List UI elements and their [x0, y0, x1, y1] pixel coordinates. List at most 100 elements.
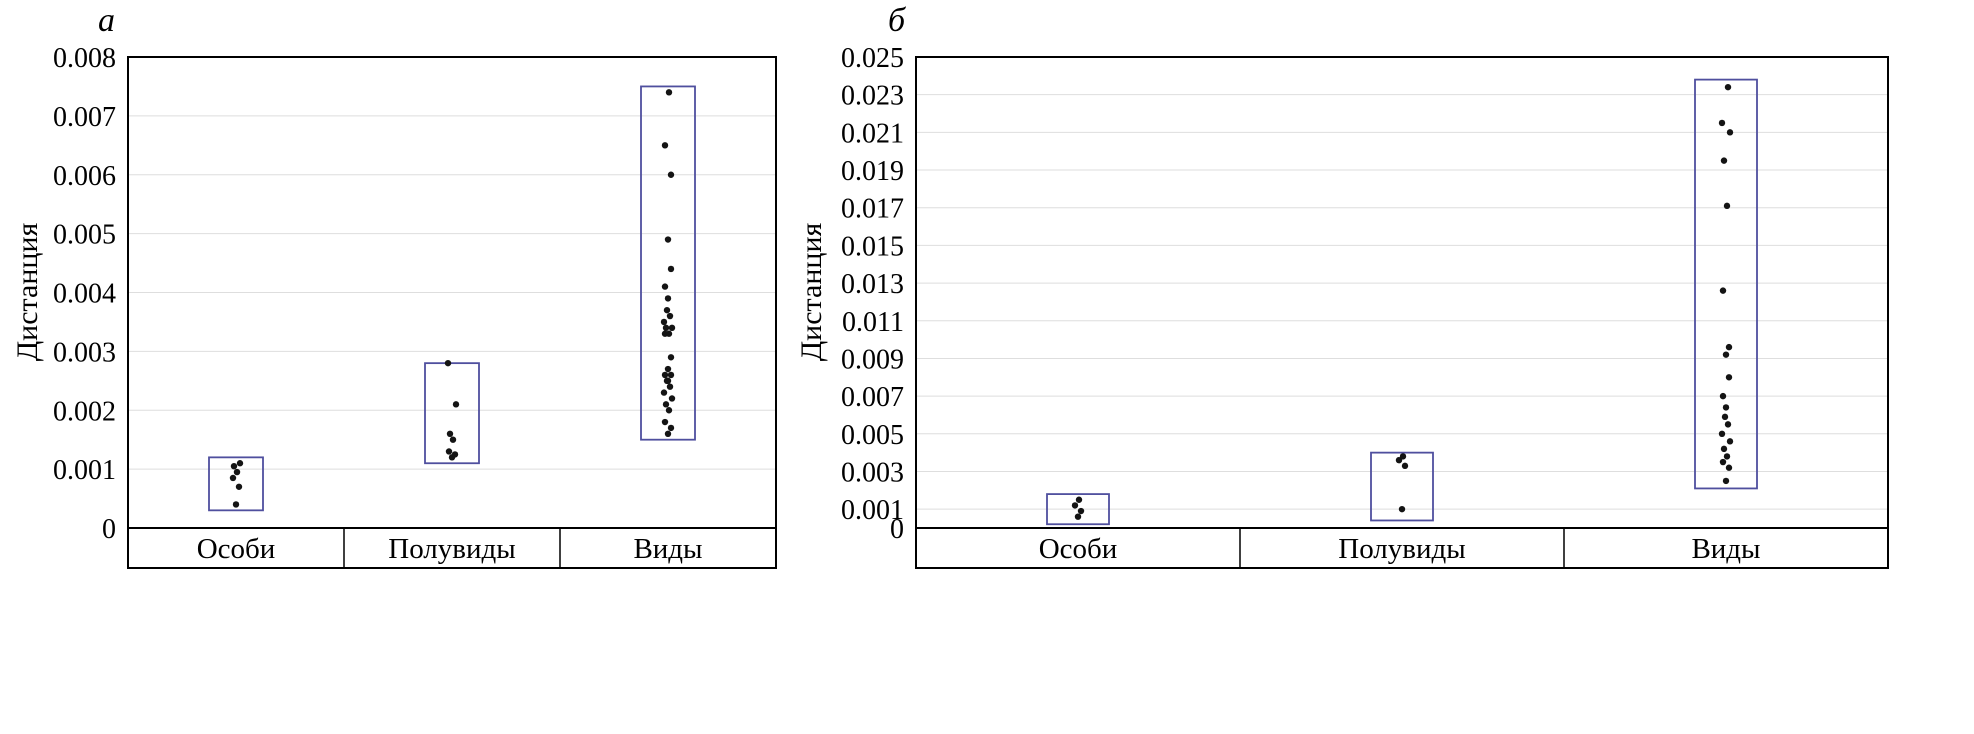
data-point	[660, 389, 668, 396]
data-point	[1725, 343, 1733, 351]
chart-panel-1: 00.001 0.003 0.005 0.007 0.009 0.011 0.013 0.01…	[841, 43, 1889, 569]
category-label: Виды	[633, 533, 702, 565]
y-tick-label: 0.002	[53, 396, 116, 427]
y-tick-label: 0.003	[53, 337, 116, 368]
y-tick-label: 0.011	[842, 307, 904, 338]
data-point	[665, 330, 673, 337]
y-tick-label: 0.007	[53, 102, 116, 133]
data-point	[1071, 502, 1079, 509]
category-row	[915, 527, 1889, 569]
data-point	[1725, 374, 1733, 381]
data-point	[1726, 129, 1734, 136]
data-point	[662, 324, 670, 332]
data-point	[664, 236, 672, 243]
data-point	[1719, 392, 1727, 400]
y-tick-label: 0.009	[841, 344, 904, 375]
y-tick-label: 0.005	[841, 420, 904, 451]
data-point	[668, 324, 676, 332]
data-point	[660, 318, 668, 326]
data-point	[1395, 456, 1403, 464]
data-point	[1718, 119, 1726, 127]
panel-a-y-axis-title: Дистанция	[11, 222, 44, 362]
y-tick-label: 0.013	[841, 269, 904, 300]
data-point	[233, 468, 241, 476]
data-point	[1723, 453, 1731, 460]
y-tick-label: 0.008	[53, 43, 116, 74]
y-tick-label: 0.001	[53, 455, 116, 486]
data-point	[451, 451, 459, 458]
data-point	[444, 359, 452, 367]
data-point	[667, 424, 675, 432]
data-point	[1075, 496, 1083, 503]
data-point	[452, 401, 460, 408]
data-point	[1722, 477, 1730, 485]
chart-panel-0: 0 0.001 0.002 0.003 0.004 0.005 0.006 0.007 0.00…	[53, 43, 777, 569]
data-point	[1723, 202, 1731, 210]
data-point	[667, 265, 675, 273]
data-point	[1726, 438, 1734, 445]
data-point	[661, 418, 669, 426]
data-point	[446, 430, 454, 437]
category-row	[127, 527, 777, 569]
y-tick-label: 0	[890, 514, 904, 545]
data-point	[1725, 464, 1733, 471]
y-tick-label: 0.017	[841, 194, 904, 225]
data-point	[664, 295, 672, 302]
y-tick-label: 0.003	[841, 457, 904, 488]
data-point	[664, 365, 672, 373]
data-point	[661, 142, 669, 149]
range-box	[1370, 451, 1434, 522]
data-point	[1724, 83, 1732, 91]
data-point	[663, 306, 671, 314]
y-tick-label: 0.023	[841, 81, 904, 112]
data-point	[662, 401, 670, 408]
panel-b-y-axis-title: Дистанция	[795, 222, 828, 362]
data-point	[1722, 351, 1730, 358]
data-point	[666, 383, 674, 390]
data-point	[664, 430, 672, 437]
data-point	[230, 462, 238, 470]
data-point	[665, 407, 673, 414]
data-point	[449, 436, 457, 443]
data-point	[235, 483, 243, 490]
y-tick-label: 0	[102, 514, 116, 545]
category-label: Особи	[1039, 533, 1118, 565]
data-point	[1720, 445, 1728, 453]
data-point	[445, 448, 453, 455]
category-label: Виды	[1691, 533, 1760, 565]
data-point	[661, 371, 669, 379]
data-point	[236, 460, 244, 467]
range-box	[424, 362, 480, 465]
data-point	[1721, 413, 1729, 421]
panel-b-corner-label: б	[888, 2, 906, 39]
range-box	[640, 85, 696, 441]
data-point	[668, 395, 676, 402]
data-point	[1074, 513, 1082, 520]
y-tick-label: 0.019	[841, 156, 904, 187]
data-point	[665, 89, 673, 96]
y-tick-label: 0.005	[53, 220, 116, 251]
y-tick-label: 0.001	[841, 495, 904, 526]
y-tick-label: 0.025	[841, 43, 904, 74]
y-tick-label: 0.007	[841, 382, 904, 413]
data-point	[1401, 462, 1409, 470]
data-point	[667, 354, 675, 361]
y-tick-label: 0.021	[841, 118, 904, 149]
range-box	[1694, 78, 1758, 490]
range-box	[208, 456, 264, 512]
data-point	[1724, 421, 1732, 428]
y-tick-label: 0.015	[841, 231, 904, 262]
data-point	[1398, 505, 1406, 513]
range-box	[1046, 493, 1110, 526]
category-label: Полувиды	[1338, 533, 1465, 565]
category-label: Полувиды	[388, 533, 515, 565]
data-point	[1720, 157, 1728, 164]
category-label: Особи	[197, 533, 276, 565]
data-point	[1077, 507, 1085, 515]
data-point	[1399, 453, 1407, 460]
data-point	[666, 312, 674, 320]
data-point	[664, 377, 672, 385]
data-point	[667, 371, 675, 379]
